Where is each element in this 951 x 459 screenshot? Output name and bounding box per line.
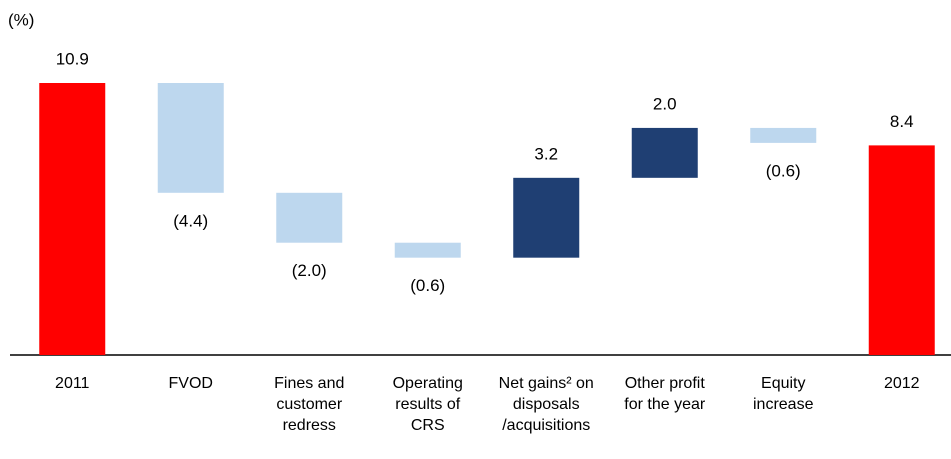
value-label: 10.9 <box>56 49 89 68</box>
x-tick-label: FVOD <box>168 375 213 392</box>
value-label: 3.2 <box>534 144 558 163</box>
x-tick-label: Operating results of CRS <box>392 375 463 434</box>
bar <box>39 83 106 355</box>
bar <box>513 177 580 258</box>
value-label: 2.0 <box>653 94 677 113</box>
value-label: (0.6) <box>766 161 801 180</box>
bar <box>157 83 224 193</box>
bar <box>868 145 935 355</box>
x-tick-label: Equity increase <box>753 375 814 413</box>
x-tick-label: 2012 <box>883 375 920 392</box>
x-tick-label: Other profit for the year <box>624 375 706 413</box>
value-label: (4.4) <box>173 211 208 230</box>
bar <box>631 127 698 178</box>
x-tick-label: Net gains² on disposals /acquisitions <box>498 375 594 434</box>
bar <box>394 242 461 258</box>
unit-label: (%) <box>8 10 34 29</box>
value-label: 8.4 <box>890 112 914 131</box>
bar <box>750 127 817 143</box>
value-label: (0.6) <box>410 276 445 295</box>
value-label: (2.0) <box>292 261 327 280</box>
bar <box>276 192 343 243</box>
x-tick-label: Fines and customer redress <box>274 375 345 434</box>
x-tick-label: 2011 <box>55 375 90 392</box>
